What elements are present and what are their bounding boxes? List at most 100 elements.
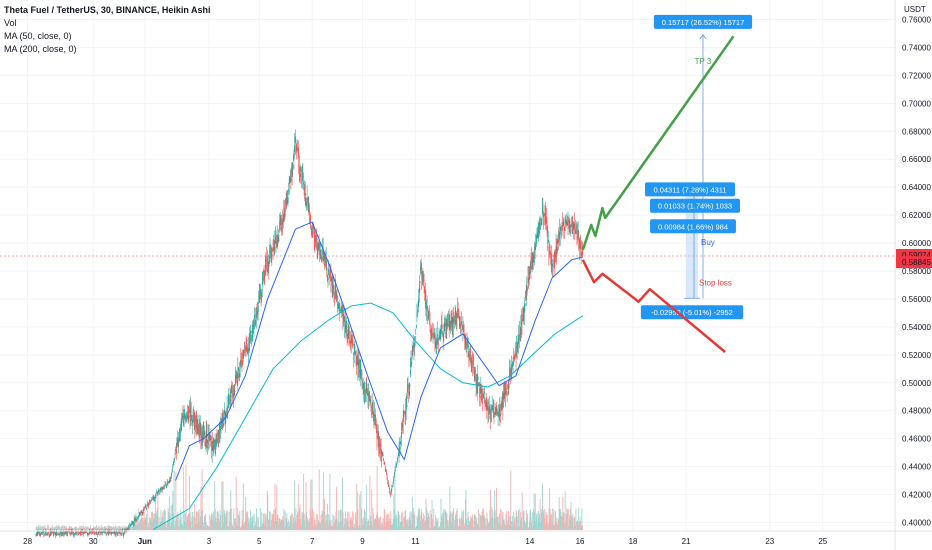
candle-body — [155, 496, 157, 497]
candle-body — [373, 411, 374, 416]
volume-bar — [217, 512, 219, 530]
volume-bar — [37, 526, 39, 530]
candle-body — [304, 193, 306, 196]
volume-bar — [81, 527, 82, 530]
volume-bar — [121, 526, 123, 530]
candle-body — [60, 533, 62, 534]
volume-bar — [556, 522, 558, 530]
volume-bar — [385, 522, 387, 530]
candle-body — [470, 350, 472, 353]
time-axis[interactable]: 28 30 Jun 3 5 7 9 11 14 16 18 21 23 25 — [0, 530, 932, 546]
volume-bar — [65, 528, 67, 530]
candle-body — [259, 295, 261, 300]
volume-bar — [48, 528, 50, 530]
candle-body — [368, 393, 370, 394]
volume-bar — [316, 514, 318, 530]
volume-bar — [278, 524, 280, 530]
volume-bar — [158, 526, 159, 530]
candle-body — [279, 222, 281, 224]
candle-body — [566, 223, 568, 226]
candle-body — [462, 326, 463, 330]
candle-body — [128, 527, 130, 529]
candle-body — [214, 441, 216, 443]
candle-body — [482, 398, 484, 400]
candle-body — [147, 503, 149, 506]
volume-bar — [426, 508, 428, 530]
candle-body — [535, 241, 537, 247]
candle-body — [187, 415, 189, 421]
volume-bar — [356, 483, 358, 530]
candle-body — [300, 173, 302, 178]
candle-body — [497, 415, 499, 418]
candle-body — [92, 531, 94, 532]
candle-body — [513, 358, 515, 359]
volume-bar — [250, 510, 251, 530]
candle-body — [493, 409, 494, 410]
volume-bar — [274, 483, 276, 530]
candle-body — [284, 213, 285, 218]
candle-body — [199, 428, 201, 438]
volume-bar — [325, 514, 327, 530]
volume-bar — [190, 527, 192, 530]
candle-body — [451, 317, 453, 324]
volume-bar — [237, 525, 239, 530]
candle-body — [396, 463, 398, 465]
volume-bar — [526, 518, 528, 530]
volume-bar — [419, 509, 420, 530]
price-tick-label: 0.74000 — [902, 43, 931, 52]
volume-bar — [64, 526, 66, 530]
volume-bar — [559, 508, 561, 530]
candle-body — [270, 254, 272, 260]
volume-bar — [253, 527, 254, 530]
candle-body — [103, 530, 105, 533]
volume-bar — [160, 509, 162, 530]
candle-body — [386, 472, 388, 475]
candle-body — [510, 368, 512, 372]
candle-body — [64, 532, 66, 534]
volume-bar — [90, 528, 92, 530]
volume-bar — [120, 527, 122, 530]
candle-body — [290, 179, 292, 183]
legend-vol[interactable]: Vol — [4, 18, 17, 28]
candle-body — [201, 435, 202, 437]
volume-bar — [493, 512, 495, 530]
legend-ma50[interactable]: MA (50, close, 0) — [4, 31, 72, 41]
candle-body — [255, 315, 257, 317]
volume-bar — [374, 518, 376, 530]
stop-loss-label: Stop loss — [699, 279, 732, 288]
volume-bar — [42, 527, 44, 530]
volume-bar — [252, 516, 254, 530]
volume-bar — [398, 511, 400, 530]
volume-bar — [559, 509, 561, 530]
price-axis[interactable]: USDT0.760000.740000.720000.700000.680000… — [894, 0, 932, 550]
candle-body — [410, 363, 412, 368]
volume-bar — [77, 528, 79, 530]
symbol-title[interactable]: Theta Fuel / TetherUS, 30, BINANCE, Heik… — [4, 5, 211, 15]
candle-body — [531, 257, 533, 263]
candle-body — [405, 405, 407, 411]
candle-body — [48, 533, 50, 536]
candle-body — [337, 303, 339, 309]
volume-bar — [435, 517, 437, 530]
candle-body — [168, 482, 170, 483]
candle-body — [540, 227, 542, 229]
volume-bar — [272, 514, 274, 530]
volume-bar — [114, 528, 116, 530]
candle-body — [328, 273, 330, 275]
projection-paths[interactable] — [581, 35, 735, 353]
candle-body — [499, 413, 501, 416]
volume-bar — [310, 516, 312, 530]
volume-bar — [109, 526, 111, 530]
candle-body — [235, 376, 237, 383]
volume-bar — [396, 517, 398, 530]
volume-bar — [482, 508, 484, 530]
candle-body — [452, 324, 454, 326]
legend-ma200[interactable]: MA (200, close, 0) — [4, 44, 77, 54]
candle-body — [365, 387, 367, 393]
volume-bar — [60, 528, 62, 530]
candle-body — [569, 220, 571, 226]
volume-bar — [198, 511, 200, 530]
candle-body — [256, 313, 257, 316]
